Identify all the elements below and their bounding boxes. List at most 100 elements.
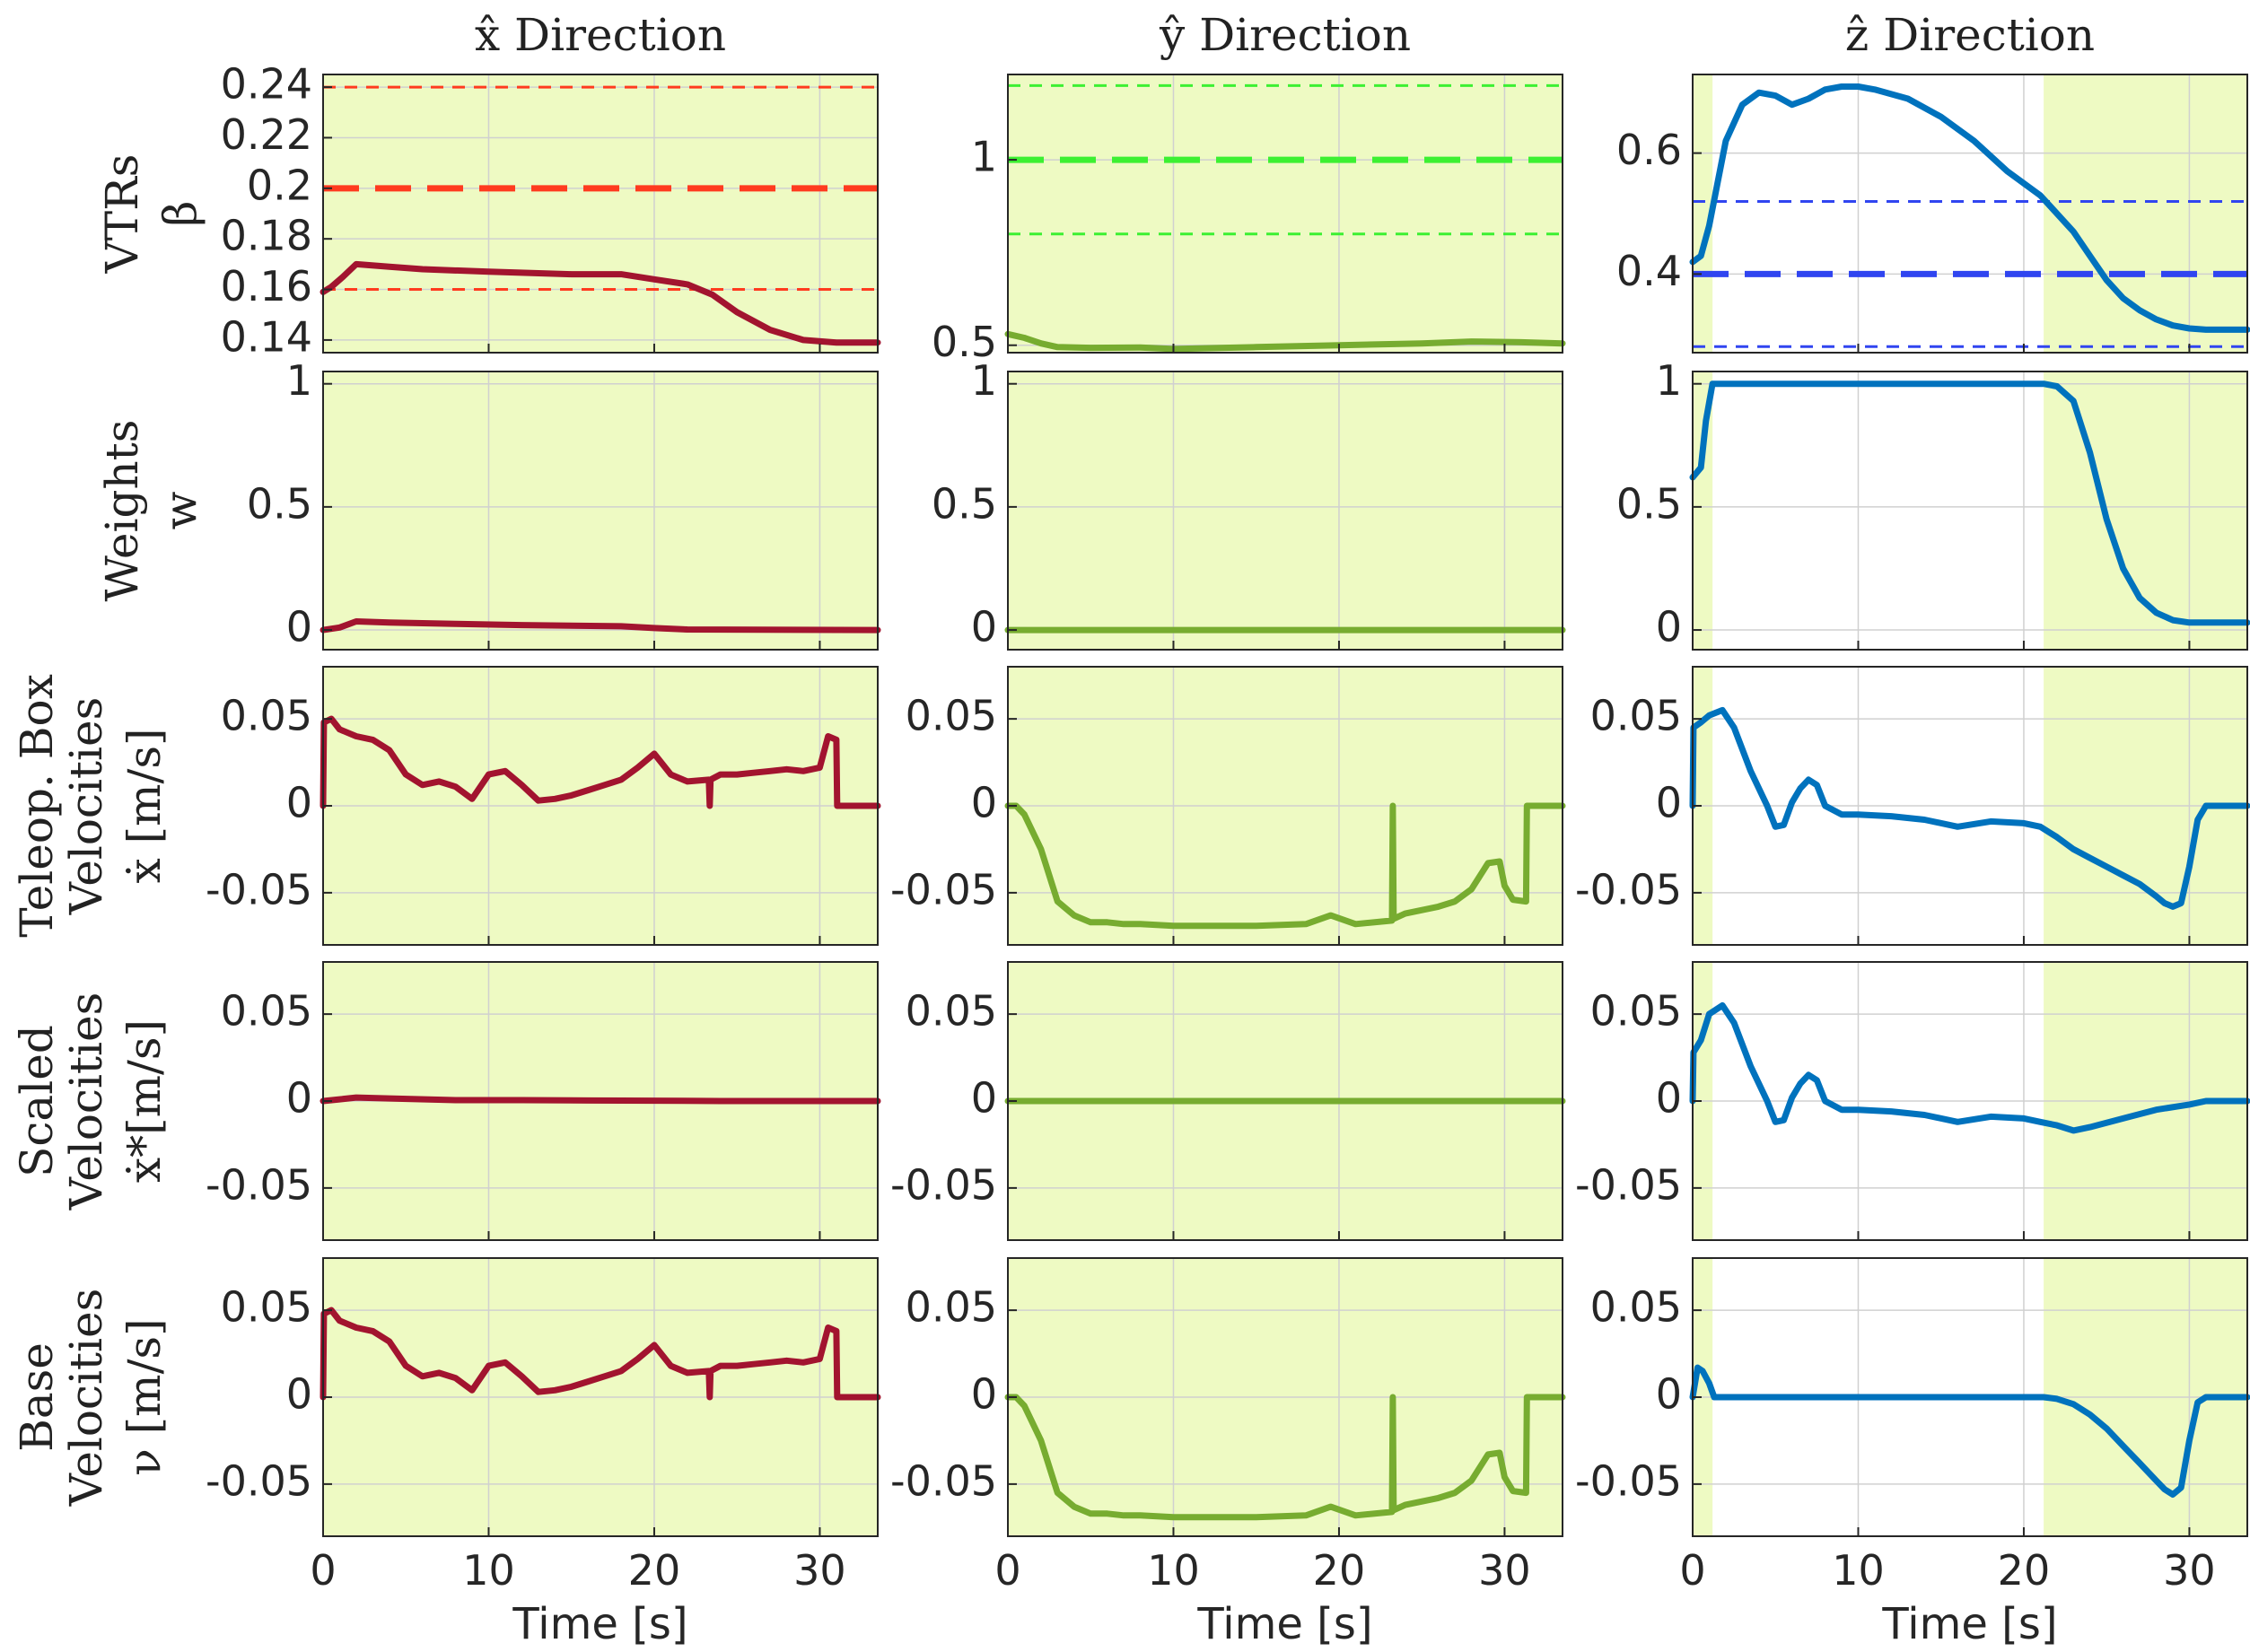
- y-tick-label: 0: [971, 1370, 997, 1419]
- y-tick-label: -0.05: [890, 1456, 997, 1505]
- row-label-base-velocities-line-1: Base: [11, 1342, 63, 1452]
- row-label-scaled-velocities-line-1: Scaled: [11, 1025, 63, 1177]
- series-line-weights-x: [320, 618, 881, 634]
- axes-box: [1007, 371, 1563, 651]
- y-tick-label: 1: [971, 133, 997, 181]
- y-tick-label: 0: [286, 779, 312, 827]
- panel-scaled-velocities-y: -0.05 0 0.05: [890, 961, 1566, 1241]
- x-tick-label: 20: [628, 1546, 681, 1595]
- y-tick-label: -0.05: [206, 1456, 312, 1505]
- row-label-teleop-velocities-line-3: ẋ [m/s]: [118, 728, 171, 883]
- series-line-teleop-velocities-x: [320, 715, 881, 809]
- panel-teleop-velocities-y: -0.05 0 0.05: [890, 666, 1566, 946]
- x-tick-label: 0: [994, 1546, 1020, 1595]
- row-label-vtrs-line-2: β: [154, 201, 206, 227]
- series-line-weights-z: [1689, 380, 2250, 626]
- panel-vtrs-y: 0.51: [932, 74, 1566, 366]
- y-tick-label: 0.4: [1616, 247, 1682, 295]
- y-tick-label: -0.05: [1575, 1456, 1682, 1505]
- y-tick-label: 0.5: [932, 318, 997, 366]
- x-tick-label: 10: [1832, 1546, 1885, 1595]
- y-tick-label: 0.2: [247, 161, 312, 209]
- x-tick-label: 20: [1313, 1546, 1366, 1595]
- y-tick-label: 0: [1656, 1074, 1682, 1123]
- row-label-teleop-velocities-line-2: Velocities: [60, 697, 112, 916]
- panel-base-velocities-x: -0.05 0 0.05 0 10 20 30: [206, 1257, 881, 1595]
- shaded-region: [1693, 74, 1713, 353]
- panel-weights-y: 00.51: [932, 356, 1566, 651]
- axes-box: [1692, 74, 2248, 354]
- x-tick-label: 30: [1478, 1546, 1531, 1595]
- x-tick-label: 10: [1147, 1546, 1200, 1595]
- y-tick-label: 0.5: [1616, 479, 1682, 528]
- row-label-base-velocities-line-2: Velocities: [60, 1289, 112, 1508]
- axes-box: [322, 74, 879, 354]
- shaded-region: [323, 371, 878, 650]
- y-tick-label: 0.22: [221, 110, 312, 159]
- y-tick-label: 0: [286, 1370, 312, 1419]
- y-tick-label: 0: [286, 603, 312, 651]
- y-tick-label: 0: [1656, 779, 1682, 827]
- y-tick-label: 1: [286, 356, 312, 405]
- series-line-teleop-velocities-z: [1689, 706, 2250, 910]
- y-tick-label: 0.16: [221, 262, 312, 310]
- panel-teleop-velocities-z: -0.05 0 0.05: [1575, 666, 2250, 946]
- y-tick-label: 1: [971, 356, 997, 405]
- shaded-region: [2044, 74, 2247, 353]
- series-line-base-velocities-y: [1004, 1394, 1566, 1521]
- y-tick-label: 0.6: [1616, 126, 1682, 174]
- shaded-region: [1008, 74, 1563, 353]
- series-line-vtrs-x: [320, 260, 881, 346]
- series-line-base-velocities-x: [320, 1307, 881, 1401]
- x-tick-label: 30: [793, 1546, 846, 1595]
- y-tick-label: 0: [1656, 1370, 1682, 1419]
- y-tick-label: 0: [971, 1074, 997, 1123]
- series-line-vtrs-z: [1689, 83, 2250, 333]
- panels: 0.140.160.180.20.220.240.510.40.600.5100…: [206, 60, 2250, 1595]
- row-label-scaled-velocities-line-2: Velocities: [60, 992, 112, 1211]
- column-titles: x̂ Direction ŷ Direction ẑ Direction: [475, 9, 2095, 61]
- y-tick-label: 0.05: [906, 1283, 997, 1332]
- row-label-weights-line-1: Weights: [96, 420, 148, 602]
- y-tick-label: 0.05: [906, 987, 997, 1036]
- row-label-base-velocities-line-3: ν [m/s]: [118, 1318, 171, 1475]
- panel-teleop-velocities-x: -0.05 0 0.05: [206, 666, 881, 946]
- y-tick-label: 0.05: [1590, 987, 1682, 1036]
- row-label-vtrs-line-1: VTRs: [96, 154, 148, 275]
- row-label-teleop-velocities-line-1: Teleop. Box: [11, 674, 63, 938]
- y-tick-label: 0.18: [221, 212, 312, 260]
- y-tick-label: 0.05: [221, 692, 312, 740]
- x-tick-label: 10: [462, 1546, 515, 1595]
- y-tick-label: 0: [1656, 603, 1682, 651]
- y-tick-label: 0.05: [221, 1283, 312, 1332]
- y-tick-label: 0.5: [932, 479, 997, 528]
- row-label-scaled-velocities-line-3: ẋ*[m/s]: [118, 1019, 171, 1183]
- y-tick-label: -0.05: [1575, 1160, 1682, 1209]
- y-tick-label: -0.05: [890, 1160, 997, 1209]
- panel-base-velocities-y: -0.05 0 0.05 0 10 20 30: [890, 1257, 1566, 1595]
- y-tick-label: 0.14: [221, 312, 312, 361]
- y-tick-label: 0.5: [247, 479, 312, 528]
- shaded-region: [1008, 371, 1563, 650]
- column-title-y: ŷ Direction: [1159, 9, 1411, 61]
- y-tick-label: 0: [971, 603, 997, 651]
- y-tick-label: -0.05: [206, 1160, 312, 1209]
- panel-scaled-velocities-x: -0.05 0 0.05: [206, 961, 881, 1241]
- y-tick-label: 0.24: [221, 60, 312, 109]
- shaded-region: [323, 74, 878, 353]
- panel-weights-z: 00.51: [1616, 356, 2250, 651]
- panel-base-velocities-z: -0.05 0 0.05 0 10 20 30: [1575, 1257, 2250, 1595]
- x-axis-labels: Time [s] Time [s] Time [s]: [512, 1599, 2057, 1649]
- axes-box: [1692, 371, 2248, 651]
- x-axis-label-col-3: Time [s]: [1881, 1599, 2057, 1649]
- axes-box: [322, 371, 879, 651]
- x-tick-label: 20: [1998, 1546, 2051, 1595]
- row-label-weights-line-2: w: [154, 491, 206, 529]
- y-tick-label: 0.05: [906, 692, 997, 740]
- panel-weights-x: 00.51: [247, 356, 881, 651]
- x-axis-label-col-2: Time [s]: [1196, 1599, 1372, 1649]
- y-tick-label: 1: [1656, 356, 1682, 405]
- y-tick-label: 0.05: [1590, 1283, 1682, 1332]
- panel-scaled-velocities-z: -0.05 0 0.05: [1575, 961, 2250, 1241]
